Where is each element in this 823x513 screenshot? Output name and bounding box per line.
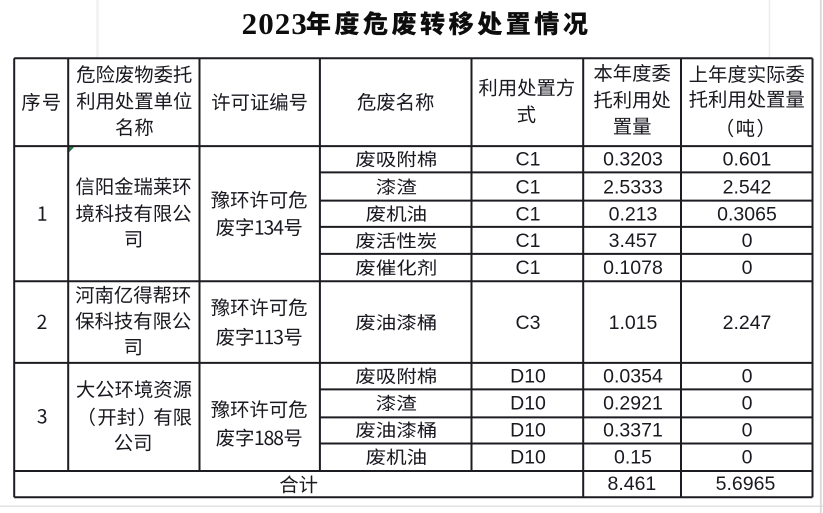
svg-text:C3: C3 (516, 312, 541, 334)
svg-text:0.3371: 0.3371 (603, 420, 663, 442)
svg-text:C1: C1 (516, 257, 541, 279)
svg-text:2023: 2023 (242, 6, 308, 41)
svg-text:C1: C1 (516, 149, 541, 171)
svg-text:0.0354: 0.0354 (603, 366, 663, 388)
svg-text:0.2921: 0.2921 (603, 393, 663, 415)
svg-text:0.3203: 0.3203 (603, 149, 663, 171)
svg-text:0.1078: 0.1078 (603, 257, 663, 279)
svg-text:C1: C1 (516, 176, 541, 198)
svg-text:2.247: 2.247 (723, 312, 772, 334)
svg-text:0.15: 0.15 (614, 447, 652, 469)
svg-text:0: 0 (742, 230, 753, 252)
svg-text:0.601: 0.601 (723, 149, 772, 171)
svg-text:D10: D10 (510, 447, 546, 469)
svg-text:2.542: 2.542 (723, 176, 772, 198)
svg-text:C1: C1 (516, 230, 541, 252)
svg-text:0: 0 (742, 393, 753, 415)
svg-text:5.6965: 5.6965 (716, 473, 776, 495)
svg-text:2.5333: 2.5333 (603, 176, 663, 198)
svg-text:0.213: 0.213 (609, 203, 658, 225)
svg-text:8.461: 8.461 (607, 473, 656, 495)
svg-text:0: 0 (742, 420, 753, 442)
svg-text:D10: D10 (510, 366, 546, 388)
svg-text:C1: C1 (516, 203, 541, 225)
svg-text:1.015: 1.015 (609, 312, 658, 334)
svg-text:0: 0 (742, 257, 753, 279)
svg-text:D10: D10 (510, 393, 546, 415)
svg-text:0: 0 (742, 447, 753, 469)
svg-text:0.3065: 0.3065 (717, 203, 777, 225)
svg-text:D10: D10 (510, 420, 546, 442)
svg-text:0: 0 (742, 366, 753, 388)
svg-text:3.457: 3.457 (609, 230, 658, 252)
